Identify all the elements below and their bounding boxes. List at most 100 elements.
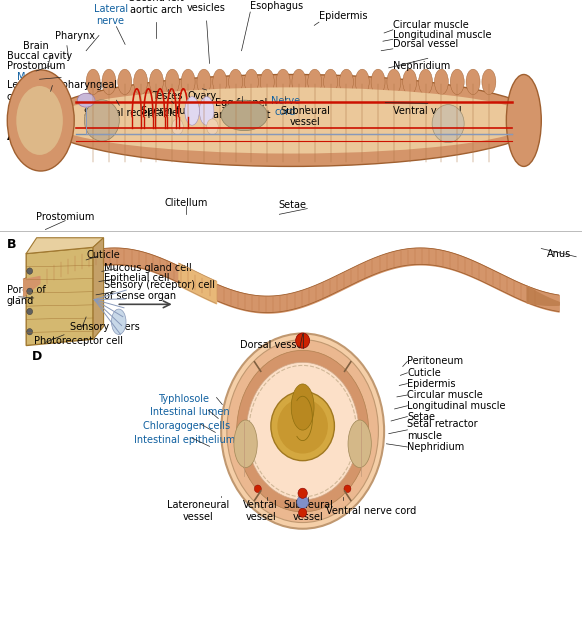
Ellipse shape (111, 309, 126, 335)
Polygon shape (93, 238, 104, 339)
Text: Subneural
vessel: Subneural vessel (280, 106, 330, 127)
Polygon shape (26, 238, 104, 254)
Text: Egg funnel
and oviduct: Egg funnel and oviduct (213, 98, 270, 120)
Circle shape (27, 308, 33, 314)
Text: Peritoneum: Peritoneum (407, 356, 463, 366)
Text: Pharynx: Pharynx (55, 30, 95, 41)
Text: Chloragogen cells: Chloragogen cells (143, 421, 230, 431)
Ellipse shape (292, 69, 306, 94)
Text: Circular muscle: Circular muscle (393, 20, 469, 30)
Text: Epidermis: Epidermis (407, 378, 456, 389)
Text: Setae: Setae (278, 200, 306, 210)
Ellipse shape (291, 384, 314, 430)
Circle shape (254, 485, 261, 493)
Ellipse shape (16, 86, 63, 155)
Text: Nerve
cord: Nerve cord (271, 96, 300, 117)
Text: Second left
aortic arch: Second left aortic arch (129, 0, 183, 15)
Text: Cuticle: Cuticle (86, 250, 120, 260)
Ellipse shape (221, 100, 268, 131)
Text: Brain: Brain (23, 41, 49, 51)
Circle shape (298, 488, 307, 498)
Ellipse shape (260, 69, 274, 94)
Text: Sperm funnel: Sperm funnel (141, 106, 206, 116)
Ellipse shape (355, 69, 369, 94)
Circle shape (344, 485, 351, 493)
Ellipse shape (199, 96, 214, 125)
Ellipse shape (434, 69, 448, 94)
Text: Epithelial cell: Epithelial cell (104, 273, 169, 283)
Ellipse shape (229, 69, 243, 94)
Text: Ovary: Ovary (188, 91, 217, 101)
Text: Left circumpharyngeal
connective: Left circumpharyngeal connective (7, 81, 117, 102)
Ellipse shape (271, 391, 335, 461)
Text: Seminal
vesicles: Seminal vesicles (187, 0, 226, 13)
Text: Lateral
nerve: Lateral nerve (94, 4, 127, 26)
Text: Lateroneural
vessel: Lateroneural vessel (167, 500, 229, 522)
Circle shape (299, 508, 307, 517)
Text: Mouth: Mouth (17, 72, 48, 82)
Text: Circular muscle: Circular muscle (407, 390, 483, 400)
Text: Esophagus: Esophagus (250, 1, 303, 11)
Ellipse shape (418, 69, 432, 94)
Ellipse shape (324, 69, 338, 94)
Ellipse shape (466, 69, 480, 94)
Text: Buccal cavity: Buccal cavity (7, 51, 72, 61)
Ellipse shape (150, 69, 164, 94)
Ellipse shape (165, 69, 179, 94)
Ellipse shape (86, 69, 100, 94)
Circle shape (27, 268, 33, 275)
Text: Ventral vessel: Ventral vessel (393, 106, 462, 116)
Ellipse shape (244, 69, 258, 94)
Ellipse shape (339, 69, 353, 94)
Ellipse shape (48, 87, 534, 153)
Text: Testes: Testes (152, 91, 183, 101)
Text: Prostomium: Prostomium (36, 212, 94, 223)
Text: Subneural
vessel: Subneural vessel (283, 500, 333, 522)
Ellipse shape (403, 69, 417, 94)
Text: D: D (32, 350, 42, 363)
Ellipse shape (84, 100, 119, 141)
Ellipse shape (450, 69, 464, 94)
Text: Sensory fibers: Sensory fibers (70, 322, 140, 332)
Ellipse shape (348, 420, 371, 468)
Text: Anus: Anus (547, 249, 572, 259)
Text: Longitudinal muscle: Longitudinal muscle (407, 401, 506, 411)
Ellipse shape (118, 69, 132, 94)
Ellipse shape (207, 119, 218, 135)
Text: Cuticle: Cuticle (407, 368, 441, 378)
Circle shape (27, 328, 33, 335)
Ellipse shape (197, 69, 211, 94)
Ellipse shape (432, 105, 464, 143)
Text: Prostomium: Prostomium (7, 61, 65, 71)
Ellipse shape (77, 93, 95, 107)
Ellipse shape (213, 69, 227, 94)
Ellipse shape (278, 399, 328, 453)
Text: Longitudinal muscle: Longitudinal muscle (393, 30, 491, 40)
Text: Seminal receptacle: Seminal receptacle (84, 108, 178, 118)
Text: Pores of
gland: Pores of gland (7, 285, 46, 306)
Text: Nephridium: Nephridium (407, 442, 464, 452)
Text: Ventral
vessel: Ventral vessel (243, 500, 278, 522)
Text: A: A (7, 130, 17, 143)
Ellipse shape (234, 420, 257, 468)
Ellipse shape (134, 69, 148, 94)
Text: C: C (323, 374, 332, 387)
Ellipse shape (237, 351, 368, 512)
Text: Sensory (receptor) cell
of sense organ: Sensory (receptor) cell of sense organ (104, 280, 215, 301)
Text: Mucous gland cell: Mucous gland cell (104, 262, 191, 273)
Text: Nephridium: Nephridium (393, 61, 450, 71)
Ellipse shape (181, 69, 195, 94)
Text: B: B (7, 238, 16, 250)
Ellipse shape (387, 69, 401, 94)
Ellipse shape (221, 333, 384, 529)
Circle shape (297, 496, 308, 508)
Text: Intestinal epithelium: Intestinal epithelium (134, 435, 235, 445)
Ellipse shape (482, 69, 496, 94)
Ellipse shape (172, 119, 183, 135)
Text: Setal retractor
muscle: Setal retractor muscle (407, 419, 478, 441)
Circle shape (296, 333, 310, 348)
Text: Epidermis: Epidermis (319, 11, 367, 22)
Text: Setae: Setae (407, 411, 435, 422)
Text: Dorsal vessel: Dorsal vessel (393, 39, 458, 49)
Text: Typhlosole: Typhlosole (158, 394, 210, 404)
